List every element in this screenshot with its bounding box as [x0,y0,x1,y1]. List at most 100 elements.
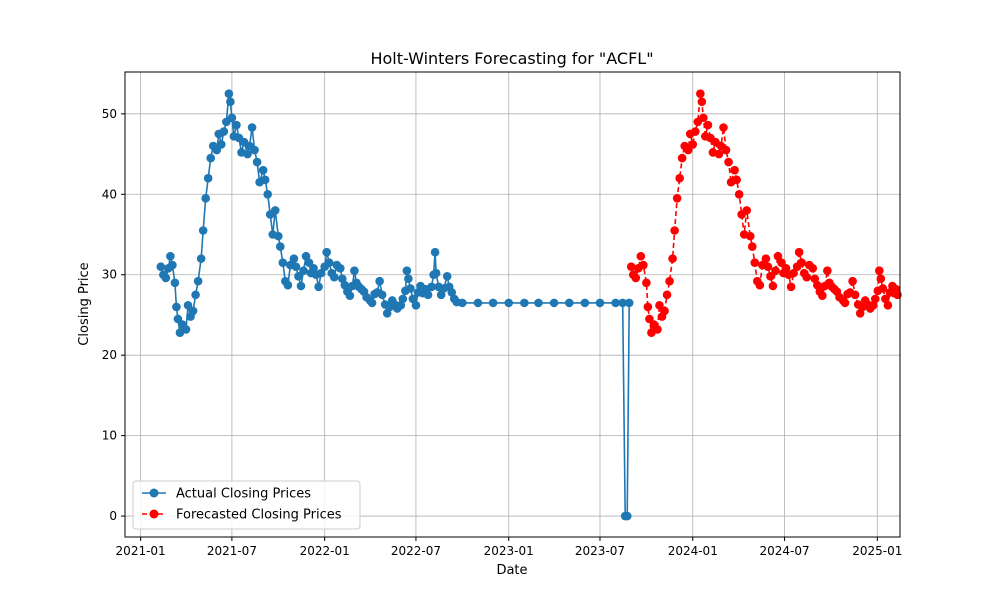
data-point [258,165,268,175]
data-point [813,280,822,290]
data-point [580,298,590,308]
data-point [703,120,713,130]
data-point [283,280,293,290]
data-point [696,89,705,99]
data-point [436,290,446,300]
x-tick-label: 2024-07 [759,544,809,558]
data-point [299,266,308,276]
y-tick-label: 20 [102,348,117,362]
data-point [329,272,339,282]
data-point [750,258,760,267]
data-point [688,140,698,149]
y-axis: 0 10 20 30 40 50 [102,107,125,523]
data-point [322,247,331,257]
data-point [294,272,303,281]
data-point [367,298,377,308]
data-point [431,268,441,278]
legend-box [132,480,361,530]
grid-lines [125,72,900,537]
data-point [273,231,283,241]
data-point [690,127,700,136]
legend-marker-actual [149,488,159,498]
data-point [340,280,350,290]
x-tick-label: 2022-01 [300,544,350,558]
data-point [755,280,765,290]
data-point [250,145,259,155]
x-tick-label: 2022-07 [391,544,441,558]
data-point [316,268,326,278]
data-point [636,251,646,261]
data-point [198,226,208,235]
data-point [206,153,216,163]
data-point [270,206,280,215]
data-point [734,189,744,199]
data-point [771,266,780,276]
data-point [260,175,270,185]
data-point [314,282,323,292]
data-point [653,325,662,334]
data-point [324,258,334,267]
data-point [488,298,498,308]
data-point [504,298,514,308]
data-point [203,173,213,183]
data-point [196,254,206,263]
data-point [224,89,234,99]
data-point [823,266,832,276]
data-point [761,254,771,263]
series-0 [156,89,634,521]
data-point [699,113,708,123]
legend-label-actual: Actual Closing Prices [176,487,311,502]
data-point [662,290,672,300]
data-point [263,189,273,199]
data-point [850,290,860,300]
data-point [797,258,806,267]
data-point [243,149,252,159]
data-point [232,120,241,130]
data-point [301,251,311,261]
data-point [442,272,452,281]
data-point [458,298,467,308]
data-point [227,113,237,123]
data-point [773,251,783,261]
data-point [595,298,605,308]
data-point [763,262,773,271]
data-point [336,264,345,273]
data-point [191,290,200,300]
y-tick-label: 40 [102,187,117,201]
data-point [789,268,798,278]
y-tick-label: 50 [102,107,117,121]
data-point [161,273,171,283]
data-point [639,260,648,270]
data-point [668,254,677,263]
data-point [675,173,684,183]
data-point [296,281,306,291]
data-point [447,288,457,297]
data-point [724,157,733,167]
data-point [423,290,433,300]
data-point [721,145,731,155]
x-tick-label: 2021-01 [116,544,166,558]
data-point [794,247,804,257]
legend-label-forecast: Forecasted Closing Prices [176,508,342,523]
data-point [430,247,440,257]
data-point [345,291,355,300]
data-point [408,294,418,304]
x-tick-label: 2025-01 [852,544,902,558]
data-point [564,298,574,308]
data-point [534,298,543,308]
data-point [808,264,818,273]
data-point [719,123,728,132]
data-point [875,266,884,276]
plot-frame [124,71,901,538]
x-axis: 2021-01 2021-07 2022-01 2022-07 2023-01 2023-… [116,537,902,558]
data-point [375,276,384,286]
x-tick-label: 2023-01 [484,544,534,558]
data-point [714,149,724,159]
data-point [382,309,392,318]
data-point [398,294,408,304]
y-tick-label: 30 [102,268,117,282]
data-point [642,278,651,288]
data-point [766,272,775,281]
data-point [156,262,166,271]
